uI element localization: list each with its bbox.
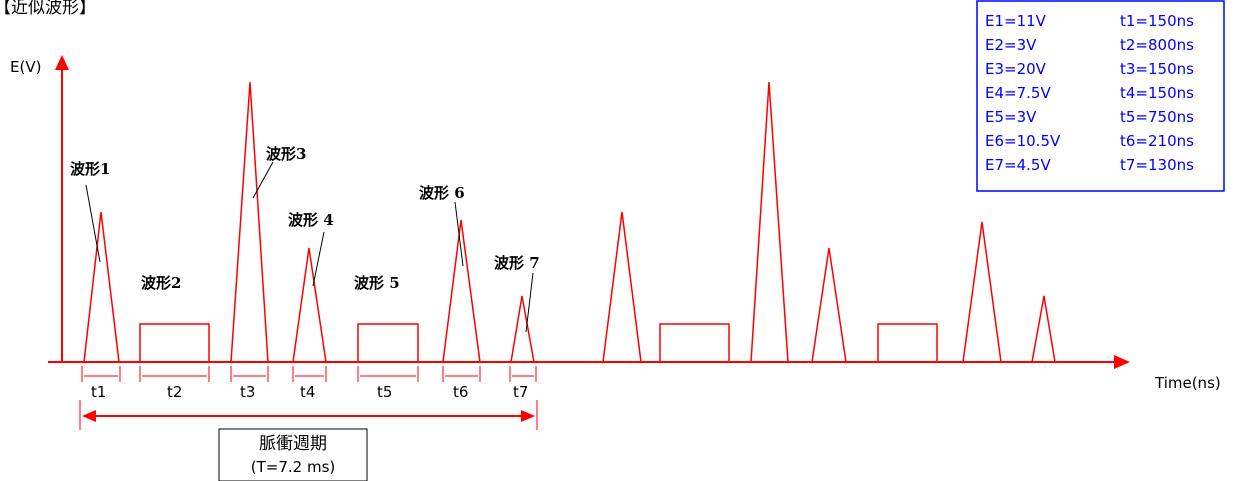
waveform-1-shape (83, 211, 120, 363)
legend-t7: t7=130ns (1120, 156, 1194, 174)
duration-label-t3: t3 (240, 383, 255, 401)
period-arrow-left (82, 410, 96, 422)
waveform-6-label: 波形 6 (419, 184, 465, 202)
legend-t2: t2=800ns (1120, 36, 1194, 54)
legend-t6: t6=210ns (1120, 132, 1194, 150)
repeat-waveform-1 (602, 211, 642, 363)
period-box: 脈衝週期 (T=7.2 ms) (218, 428, 368, 481)
waveform-2-shape (139, 323, 210, 362)
period-value: (T=7.2 ms) (251, 458, 336, 476)
repeat-waveform-4 (811, 247, 847, 363)
x-axis-arrow (1114, 355, 1130, 369)
duration-markers (81, 366, 537, 382)
waveform-5-label: 波形 5 (354, 274, 400, 292)
legend-e6: E6=10.5V (985, 132, 1061, 150)
waveform-3-pointer (252, 161, 274, 199)
legend-e2: E2=3V (985, 36, 1037, 54)
duration-label-t7: t7 (513, 383, 528, 401)
duration-label-t1: t1 (91, 383, 106, 401)
legend-t1: t1=150ns (1120, 12, 1194, 30)
waveform-7-label: 波形 7 (494, 254, 540, 272)
waveform-7-shape (510, 295, 535, 363)
period-title: 脈衝週期 (259, 434, 327, 454)
legend-box: E1=11V t1=150ns E2=3V t2=800ns E3=20V t3… (976, 0, 1225, 192)
legend-e1: E1=11V (985, 12, 1047, 30)
diagram-title: 【近似波形】 (0, 0, 96, 18)
waveform-5-shape (357, 323, 419, 362)
duration-label-t6: t6 (453, 383, 468, 401)
waveform-7-pointer (525, 272, 534, 333)
waveform-4-label: 波形 4 (288, 211, 334, 229)
legend-t3: t3=150ns (1120, 60, 1194, 78)
repeat-waveform-2 (659, 323, 730, 362)
legend-t4: t4=150ns (1120, 84, 1194, 102)
pulse-train-2 (602, 81, 1056, 363)
waveform-2-label: 波形2 (141, 274, 181, 292)
waveform-4-pointer (312, 231, 325, 287)
legend-t5: t5=750ns (1120, 108, 1194, 126)
period-span (79, 400, 538, 430)
waveform-1-pointer (85, 184, 101, 263)
repeat-waveform-6 (962, 221, 1002, 363)
waveform-3-shape (230, 81, 269, 363)
duration-label-t4: t4 (300, 383, 315, 401)
waveform-pointers (85, 161, 534, 333)
repeat-waveform-3 (750, 81, 789, 363)
legend-e3: E3=20V (985, 60, 1047, 78)
repeat-waveform-7 (1031, 295, 1056, 363)
legend-e5: E5=3V (985, 108, 1037, 126)
waveform-6-pointer (454, 201, 464, 267)
waveform-1-label: 波形1 (70, 160, 110, 178)
period-arrow-right (521, 410, 535, 422)
waveform-6-shape (442, 219, 481, 363)
waveform-3-label: 波形3 (266, 145, 306, 163)
repeat-waveform-5 (877, 323, 938, 362)
y-axis-label: E(V) (10, 58, 41, 76)
duration-label-t5: t5 (377, 383, 392, 401)
pulse-train-1 (83, 81, 535, 363)
waveform-4-shape (292, 247, 327, 363)
y-axis-arrow (55, 55, 69, 70)
legend-e4: E4=7.5V (985, 84, 1051, 102)
duration-label-t2: t2 (167, 383, 182, 401)
x-axis-label: Time(ns) (1154, 374, 1221, 392)
legend-e7: E7=4.5V (985, 156, 1051, 174)
